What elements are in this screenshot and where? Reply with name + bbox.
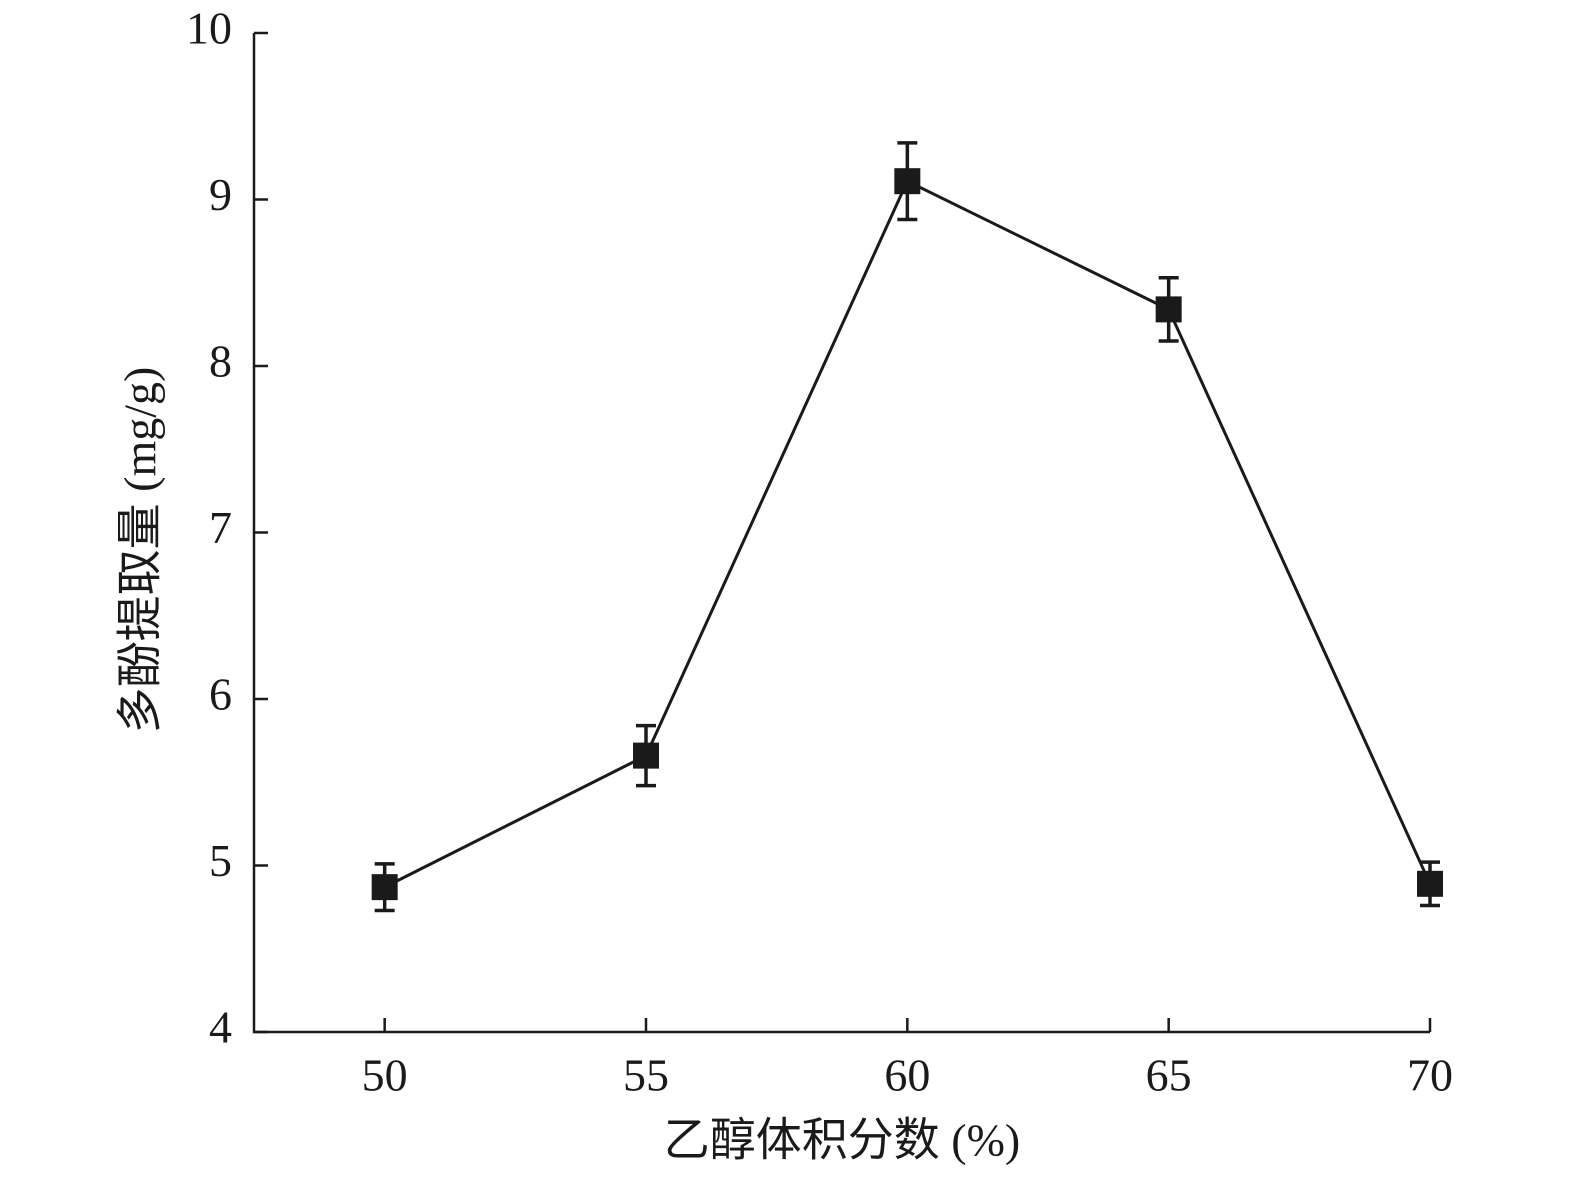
x-tick-label: 60 (884, 1050, 930, 1101)
y-tick-label: 4 (209, 1002, 232, 1053)
y-tick-label: 8 (209, 336, 232, 387)
marker (371, 874, 398, 901)
x-tick-label: 55 (623, 1050, 669, 1101)
marker (1155, 296, 1182, 323)
y-tick-label: 9 (209, 169, 232, 220)
y-tick-label: 5 (209, 835, 232, 886)
x-axis-label: 乙醇体积分数 (%) (664, 1115, 1020, 1166)
x-tick-label: 50 (362, 1050, 408, 1101)
marker (1417, 870, 1443, 897)
marker (894, 168, 921, 195)
x-tick-label: 65 (1146, 1050, 1192, 1101)
axes (252, 33, 1430, 1034)
y-tick-label: 6 (209, 669, 232, 720)
y-axis-label: 多酚提取量 (mg/g) (115, 367, 166, 734)
y-tick-label: 7 (209, 502, 232, 553)
data-line (383, 179, 1432, 889)
marker (633, 742, 659, 769)
y-tick-label: 10 (186, 3, 232, 54)
x-tick-label: 70 (1407, 1050, 1453, 1101)
